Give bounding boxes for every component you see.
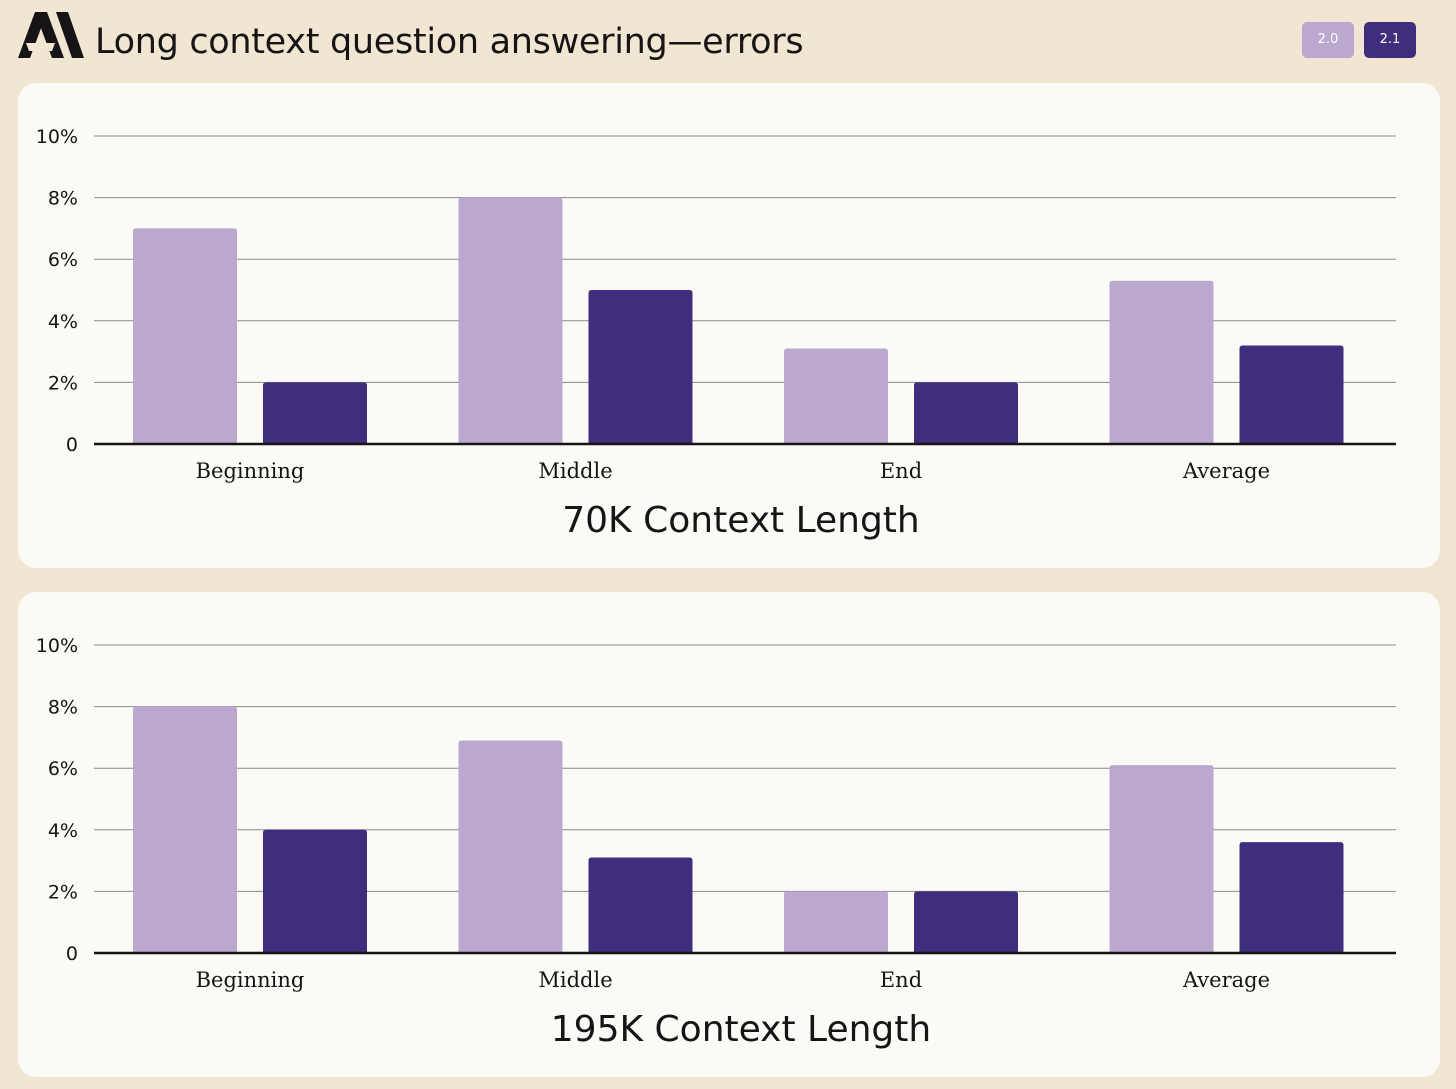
x-tick-label: Middle [538,459,612,483]
bar-beginning-2-1 [263,829,367,953]
y-tick-label: 6% [48,758,78,780]
legend-item-2-1: 2.1 [1364,22,1416,58]
bar-middle-2-1 [588,857,693,953]
bar-middle-2-0 [458,197,563,444]
page-title: Long context question answering—errors [95,22,804,62]
y-tick-label: 4% [48,311,78,333]
x-tick-label: Average [1182,968,1270,992]
bar-end-2-1 [914,382,1018,444]
x-tick-label: Beginning [196,968,305,992]
chart-title: 195K Context Length [551,1009,931,1050]
bar-middle-2-0 [458,740,563,953]
chart-panel-195k: 0 2% 4% 6% 8% 10% Beginning Middle End Average 195… [18,592,1440,1077]
bar-middle-2-1 [588,290,693,444]
anthropic-logo-icon [18,12,84,58]
x-tick-label: Middle [538,968,612,992]
y-tick-label: 10% [36,126,78,148]
legend: 2.0 2.1 [1302,22,1416,58]
bar-end-2-1 [914,891,1018,953]
bar-end-2-0 [784,891,888,953]
y-tick-label: 8% [48,697,78,719]
bar-end-2-0 [784,348,888,444]
x-tick-label: End [880,459,922,483]
y-tick-label: 8% [48,188,78,210]
x-tick-label: Beginning [196,459,305,483]
chart-195k: 0 2% 4% 6% 8% 10% Beginning Middle End Average 195… [36,635,1396,1050]
chart-title: 70K Context Length [562,500,920,541]
y-tick-label: 4% [48,820,78,842]
x-tick-label: End [880,968,922,992]
chart-70k: 0 2% 4% 6% 8% 10% Beginning Middle End Average 70K… [36,126,1396,541]
y-tick-label: 0 [66,943,78,965]
bar-beginning-2-0 [133,228,237,444]
legend-item-2-0: 2.0 [1302,22,1354,58]
y-tick-label: 10% [36,635,78,657]
bar-beginning-2-0 [133,706,237,953]
y-tick-label: 0 [66,434,78,456]
x-tick-label: Average [1182,459,1270,483]
bar-beginning-2-1 [263,382,367,444]
chart-panel-70k: 0 2% 4% 6% 8% 10% Beginning Middle End Average 70K… [18,83,1440,568]
y-tick-label: 6% [48,249,78,271]
header: Long context question answering—errors 2… [0,0,1456,82]
bar-average-2-0 [1109,765,1214,953]
bar-average-2-1 [1239,842,1344,953]
bar-average-2-0 [1109,280,1214,444]
y-tick-label: 2% [48,881,78,903]
bar-average-2-1 [1239,345,1344,444]
y-tick-label: 2% [48,372,78,394]
